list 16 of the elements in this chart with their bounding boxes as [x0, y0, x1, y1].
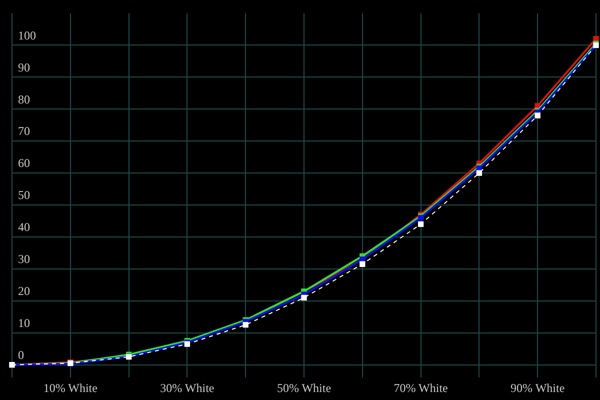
y-tick-label: 30	[18, 252, 30, 266]
y-tick-label: 20	[18, 284, 30, 298]
x-tick-label: 50% White	[276, 380, 332, 395]
y-tick-label: 40	[18, 220, 30, 234]
y-tick-label: 0	[18, 348, 24, 362]
y-tick-label: 60	[18, 156, 30, 170]
y-tick-label: 100	[18, 28, 36, 42]
x-tick-label: 10% White	[43, 380, 98, 395]
y-tick-label: 70	[18, 124, 30, 138]
y-tick-label: 90	[18, 60, 30, 74]
y-tick-label: 50	[18, 188, 30, 202]
x-tick-label: 70% White	[394, 380, 448, 395]
y-tick-label: 80	[18, 92, 30, 106]
y-tick-label: 10	[18, 316, 30, 330]
x-tick-label: 30% White	[160, 380, 214, 395]
x-tick-label: 90% White	[510, 380, 565, 395]
